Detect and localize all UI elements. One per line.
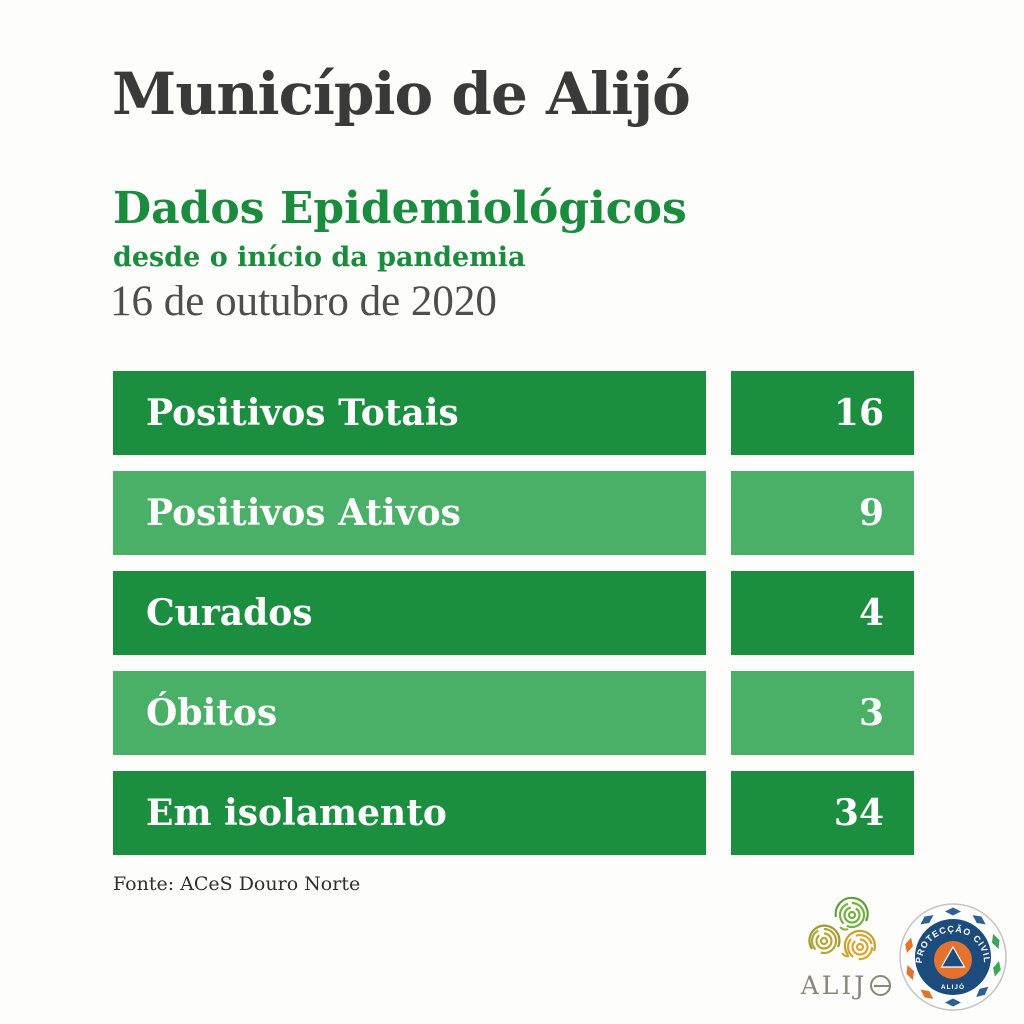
stat-row: Em isolamento 34 xyxy=(113,771,914,855)
stat-value: 4 xyxy=(858,592,884,634)
stat-value-bar: 16 xyxy=(731,371,914,455)
stats-table: Positivos Totais 16 Positivos Ativos 9 Curad… xyxy=(113,371,914,871)
stat-value-bar: 3 xyxy=(731,671,914,755)
page-title: Município de Alijó xyxy=(112,60,691,128)
stat-label-bar: Óbitos xyxy=(113,671,706,755)
stat-label-bar: Curados xyxy=(113,571,706,655)
alijo-wordmark-text: ALIJ xyxy=(800,971,868,1000)
footer-logos: ALIJ PROTE xyxy=(800,897,1008,1012)
report-date: 16 de outubro de 2020 xyxy=(110,278,497,325)
protecao-civil-logo: PROTECÇÃO CIVIL ALIJÓ xyxy=(899,903,1007,1011)
stat-value-bar: 9 xyxy=(731,471,914,555)
stat-label: Positivos Totais xyxy=(146,392,459,434)
stat-label-bar: Positivos Totais xyxy=(113,371,706,455)
stat-value: 3 xyxy=(858,692,884,734)
civil-logo-triangle-icon xyxy=(940,945,966,968)
stat-row: Curados 4 xyxy=(113,571,914,655)
stat-value: 34 xyxy=(833,792,884,834)
stat-row: Positivos Totais 16 xyxy=(113,371,914,455)
stat-label-bar: Positivos Ativos xyxy=(113,471,706,555)
stat-label-bar: Em isolamento xyxy=(113,771,706,855)
stat-label: Em isolamento xyxy=(146,792,447,834)
stat-label: Positivos Ativos xyxy=(146,492,461,534)
source-note: Fonte: ACeS Douro Norte xyxy=(113,873,361,895)
stat-value: 9 xyxy=(858,492,884,534)
stat-label: Óbitos xyxy=(146,692,278,734)
stat-value-bar: 4 xyxy=(731,571,914,655)
alijo-wordmark: ALIJ xyxy=(801,973,892,998)
stat-label: Curados xyxy=(146,592,313,634)
alijo-spiral-icon xyxy=(808,897,876,961)
subtitle-secondary: desde o início da pandemia xyxy=(113,242,526,273)
stat-value: 16 xyxy=(833,392,884,434)
stat-value-bar: 34 xyxy=(731,771,914,855)
stat-row: Positivos Ativos 9 xyxy=(113,471,914,555)
alijo-municipality-logo: ALIJ xyxy=(800,897,892,1012)
subtitle: Dados Epidemiológicos xyxy=(113,183,687,234)
civil-logo-bottom-text: ALIJÓ xyxy=(941,982,965,991)
stat-row: Óbitos 3 xyxy=(113,671,914,755)
civil-logo-diamonds xyxy=(905,907,1001,1007)
alijo-o-glyph-icon xyxy=(870,975,892,996)
